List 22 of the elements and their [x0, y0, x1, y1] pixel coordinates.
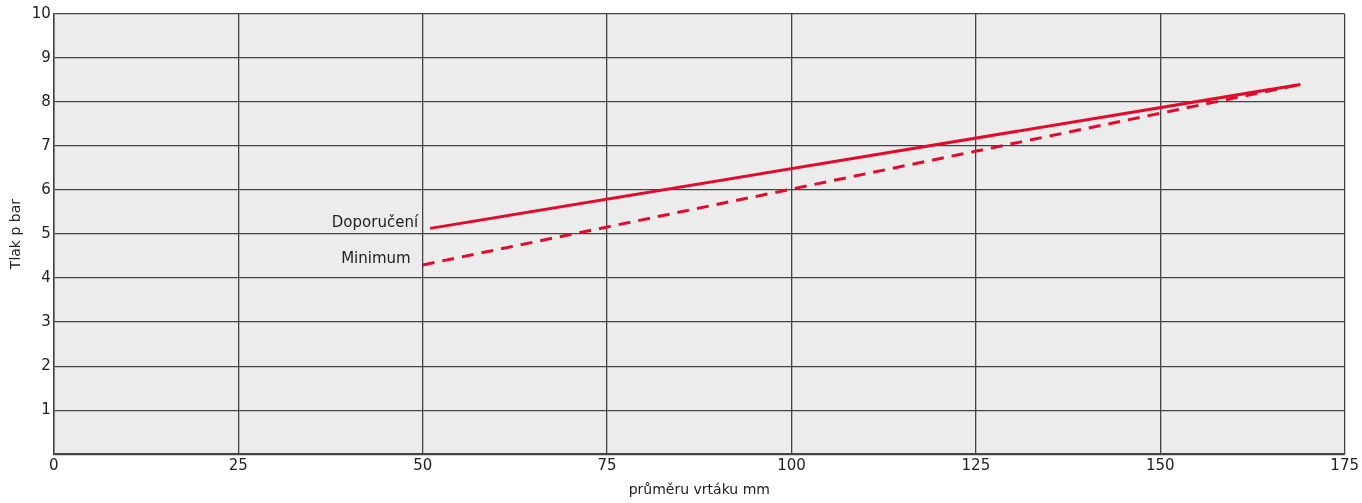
y-axis-title: Tlak p bar	[7, 198, 24, 271]
x-axis-title: průměru vrtáku mm	[628, 481, 770, 498]
x-tick-label: 50	[413, 456, 433, 475]
y-tick-label: 1	[41, 400, 51, 419]
y-tick-label: 4	[41, 268, 51, 287]
y-tick-label: 3	[41, 312, 51, 331]
y-tick-label: 8	[41, 91, 51, 110]
x-tick-label: 100	[777, 456, 806, 475]
y-tick-label: 7	[41, 135, 51, 154]
x-tick-label: 0	[49, 456, 59, 475]
y-tick-label: 2	[41, 356, 51, 375]
x-tick-label: 175	[1330, 456, 1360, 475]
x-tick-label: 75	[597, 456, 617, 475]
series-label: Minimum	[341, 249, 411, 268]
y-tick-label: 9	[41, 47, 51, 66]
y-tick-label: 6	[41, 179, 51, 198]
series-label: Doporučení	[331, 212, 419, 231]
x-tick-label: 25	[228, 456, 248, 475]
y-tick-label: 5	[41, 223, 51, 242]
x-tick-label: 125	[961, 456, 991, 475]
x-tick-label: 150	[1145, 456, 1175, 475]
y-tick-label: 10	[31, 3, 51, 22]
